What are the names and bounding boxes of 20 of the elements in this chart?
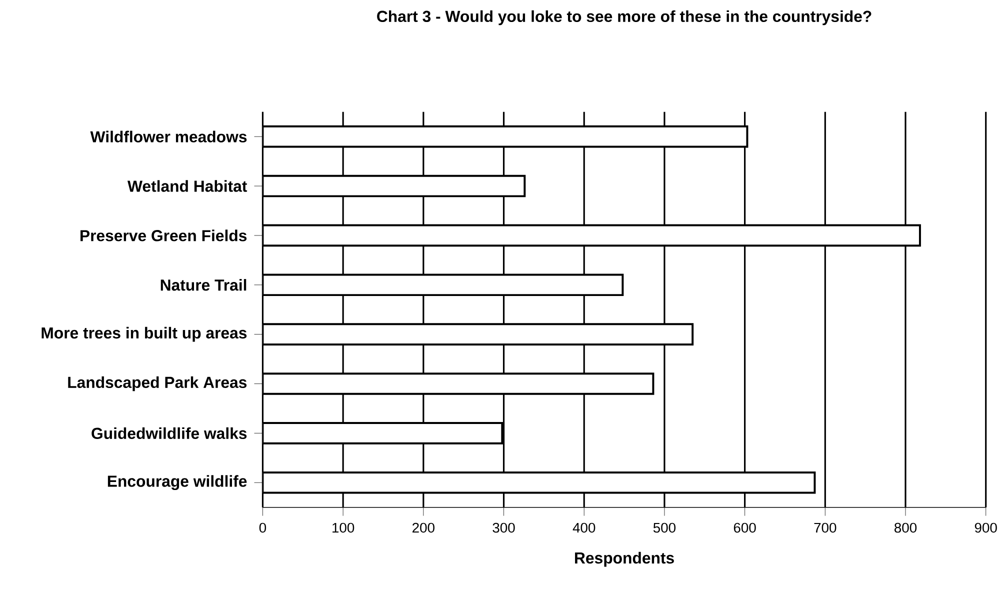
y-tick-label: Landscaped Park Areas: [68, 376, 247, 392]
x-tick-label: 600: [734, 522, 756, 533]
x-axis-title: Respondents: [575, 552, 674, 567]
y-tick-label: Wetland Habitat: [127, 180, 248, 192]
x-tick-label: 100: [332, 522, 354, 533]
x-tick-label: 500: [653, 522, 676, 533]
x-tick-label: 900: [974, 522, 997, 533]
y-tick-label: Nature Trail: [160, 278, 246, 291]
y-tick-label: Encourage wildlife: [108, 475, 247, 490]
y-tick-label: Preserve Green Fields: [80, 229, 247, 242]
x-tick-label: 700: [814, 522, 836, 533]
x-tick-label: 0: [259, 522, 266, 533]
y-tick-label: Guidedwildlife walks: [92, 427, 247, 439]
x-tick-label: 200: [412, 522, 434, 533]
y-tick-label: More trees in built up areas: [42, 326, 247, 342]
x-tick-label: 800: [894, 522, 917, 533]
x-tick-label: 400: [572, 522, 596, 533]
x-tick-label: 300: [492, 522, 515, 533]
y-tick-label: Wildflower meadows: [90, 130, 247, 142]
chart-title: Chart 3 - Would you loke to see more of these in the countryside?: [377, 10, 872, 26]
